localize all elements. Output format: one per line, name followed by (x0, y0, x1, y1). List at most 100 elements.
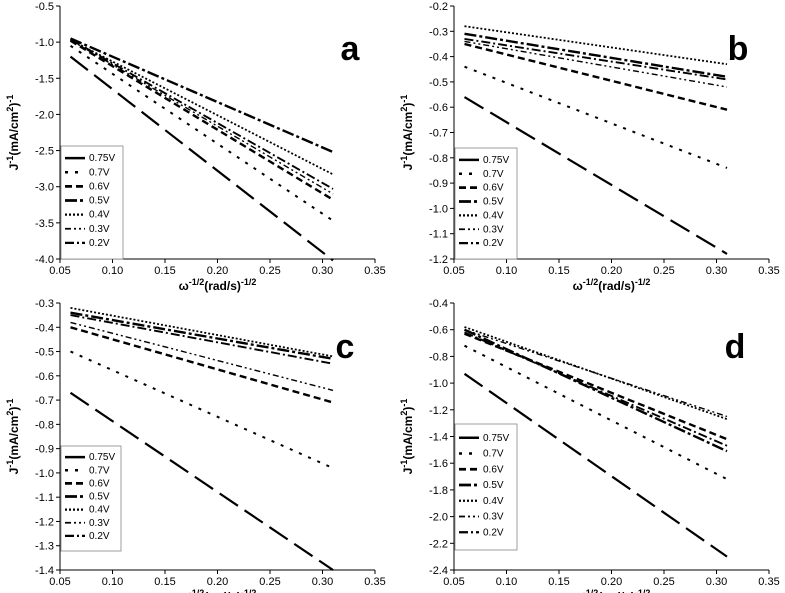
legend-entry: 0.2V (483, 527, 504, 538)
series-line-0.6V (464, 42, 728, 111)
x-tick-label: 0.25 (259, 576, 280, 588)
y-tick-label: -0.9 (429, 178, 448, 190)
x-tick-label: 0.10 (496, 265, 517, 277)
legend-entry: 0.7V (89, 167, 110, 178)
x-tick-label: 0.30 (312, 265, 333, 277)
x-axis-label: ω-1/2(rad/s)-1/2 (573, 588, 651, 593)
legend-entry: 0.75V (89, 452, 115, 463)
y-tick-label: -1.0 (35, 37, 54, 49)
x-tick-label: 0.25 (653, 265, 674, 277)
chart-panel-d: 0.05 0.10 0.15 0.20 0.25 0.30 0.35 -2.4 -2.2 -2.0… (399, 298, 780, 593)
series-line-0.4V (464, 25, 728, 66)
y-tick-label: -1.0 (429, 203, 448, 215)
x-tick-label: 0.20 (207, 576, 228, 588)
x-tick-label: 0.30 (312, 576, 333, 588)
y-tick-label: -3.0 (35, 182, 54, 194)
legend-entry: 0.5V (89, 492, 110, 503)
y-tick-label: -0.5 (35, 1, 54, 13)
legend-entry: 0.7V (89, 465, 110, 476)
y-tick-label: -2.2 (429, 538, 448, 550)
x-tick-label: 0.25 (259, 265, 280, 277)
x-tick-label: 0.05 (49, 265, 70, 277)
series-line-0.3V (464, 329, 728, 418)
y-tick-label: -0.6 (429, 325, 448, 337)
y-tick-label: -0.6 (429, 102, 448, 114)
legend-entry: 0.2V (89, 531, 110, 542)
y-tick-label: -3.5 (35, 218, 54, 230)
legend-entry: 0.4V (483, 210, 504, 221)
series-line-0.2V (464, 331, 728, 447)
x-tick-label: 0.10 (496, 576, 517, 588)
legend-entry: 0.75V (483, 155, 509, 166)
y-tick-label: -0.7 (35, 395, 54, 407)
series-line-0.2V (70, 314, 334, 365)
y-tick-label: -1.5 (35, 73, 54, 85)
series-line-0.75V (69, 55, 334, 262)
y-tick-label: -1.1 (429, 229, 448, 241)
legend-entry: 0.3V (483, 512, 504, 523)
y-tick-label: -0.4 (35, 322, 54, 334)
y-tick-label: -2.0 (429, 512, 448, 524)
legend: 0.75V 0.7V 0.6V 0.5V 0.4V 0.3V 0.2V (60, 145, 124, 260)
series-line-0.2V (464, 37, 728, 81)
y-tick-label: -0.7 (429, 128, 448, 140)
y-axis-label: J-1(mA/cm2)-1 (5, 399, 21, 475)
legend-entry: 0.2V (89, 238, 110, 249)
x-tick-label: 0.35 (364, 576, 385, 588)
x-tick-label: 0.35 (758, 576, 779, 588)
x-tick-label: 0.15 (154, 576, 175, 588)
y-axis-label: J-1(mA/cm2)-1 (399, 95, 415, 171)
legend-entry: 0.2V (483, 238, 504, 249)
series-line-0.4V (70, 39, 334, 176)
y-tick-label: -4.0 (35, 254, 54, 266)
series-line-0.75V (463, 372, 728, 558)
legend-box (60, 145, 124, 260)
legend-entry: 0.3V (89, 518, 110, 529)
series-line-0.7V (464, 65, 728, 169)
y-tick-label: -1.1 (35, 492, 54, 504)
panel-label: c (336, 328, 355, 366)
x-tick-label: 0.20 (207, 265, 228, 277)
legend-entry: 0.7V (483, 449, 504, 460)
legend-entry: 0.4V (89, 210, 110, 221)
series-line-0.5V (70, 37, 334, 154)
legend-entry: 0.75V (89, 153, 115, 164)
x-tick-label: 0.15 (154, 265, 175, 277)
legend: 0.75V 0.7V 0.6V 0.5V 0.4V 0.3V 0.2V (454, 423, 518, 551)
series-line-0.5V (70, 311, 334, 360)
series-line-0.3V (70, 39, 334, 195)
x-tick-label: 0.30 (706, 576, 727, 588)
y-tick-label: -1.2 (429, 254, 448, 266)
y-tick-label: -1.3 (35, 541, 54, 553)
x-tick-label: 0.30 (706, 265, 727, 277)
x-tick-label: 0.20 (601, 576, 622, 588)
legend-entry: 0.5V (483, 480, 504, 491)
y-tick-label: -1.8 (429, 485, 448, 497)
y-tick-label: -0.5 (35, 347, 54, 359)
legend: 0.75V 0.7V 0.6V 0.5V 0.4V 0.3V 0.2V (454, 147, 518, 260)
y-axis-label: J-1(mA/cm2)-1 (5, 95, 21, 171)
series-line-0.7V (69, 44, 334, 222)
x-tick-label: 0.10 (102, 265, 123, 277)
legend-entry: 0.3V (89, 224, 110, 235)
series-line-0.6V (70, 326, 334, 404)
panel-label: a (341, 30, 361, 68)
y-tick-label: -0.2 (429, 1, 448, 13)
y-tick-label: -0.4 (429, 52, 448, 64)
series-line-0.3V (464, 40, 728, 88)
legend-entry: 0.5V (483, 197, 504, 208)
y-tick-label: -0.3 (35, 298, 54, 310)
legend-entry: 0.4V (89, 505, 110, 516)
legend-entry: 0.6V (89, 478, 110, 489)
x-axis-label: ω-1/2(rad/s)-1/2 (573, 277, 651, 293)
series-line-0.3V (70, 321, 334, 392)
y-tick-label: -0.8 (429, 153, 448, 165)
legend-box (454, 423, 518, 551)
panel-label: d (725, 328, 746, 366)
series-line-0.75V (463, 96, 728, 255)
y-tick-label: -1.0 (429, 378, 448, 390)
series-line-0.6V (69, 39, 334, 201)
y-axis-label: J-1(mA/cm2)-1 (399, 399, 415, 475)
x-tick-label: 0.05 (49, 576, 70, 588)
x-axis-label: ω-1/2(rad/s)-1/2 (179, 588, 257, 593)
